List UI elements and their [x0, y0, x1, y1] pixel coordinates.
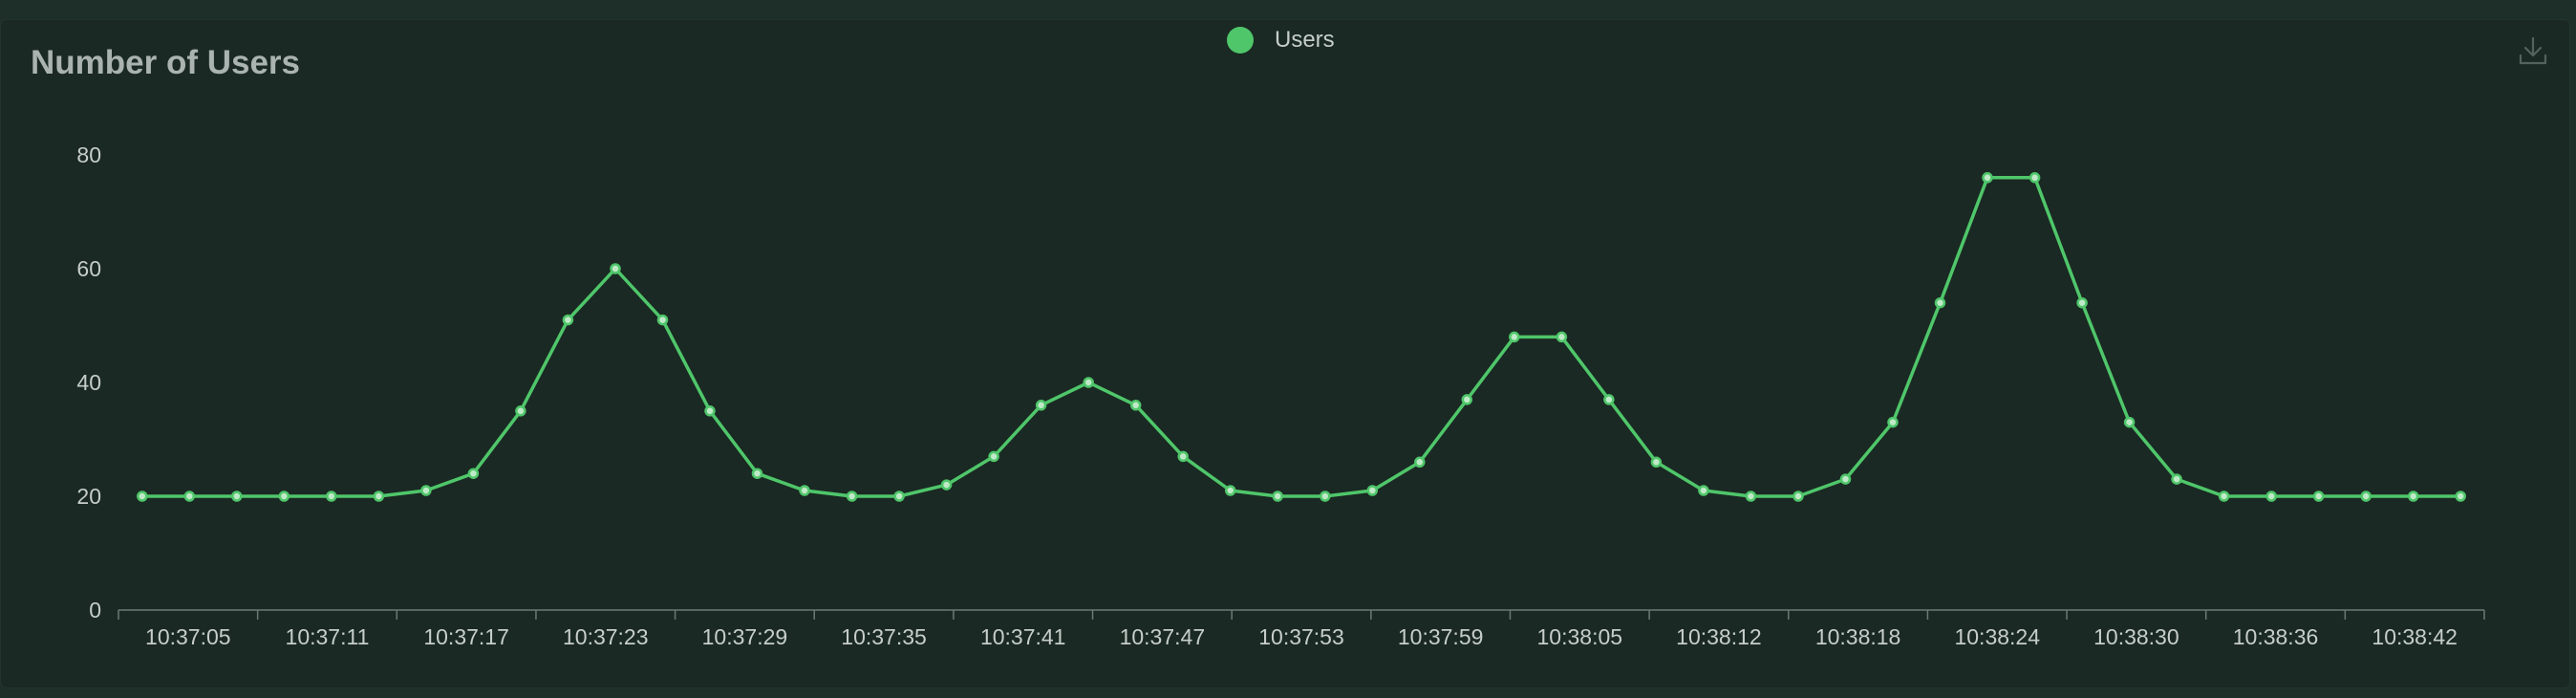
data-point: [1224, 485, 1236, 496]
data-point: [846, 491, 858, 502]
y-tick-label: 40: [76, 370, 101, 395]
data-point: [1792, 491, 1804, 502]
data-point: [1366, 485, 1379, 496]
data-point: [562, 314, 574, 326]
data-point: [940, 479, 953, 491]
data-point: [2029, 172, 2041, 184]
data-point: [2076, 296, 2088, 309]
data-point: [2218, 491, 2230, 502]
x-tick-label: 10:38:18: [1815, 624, 1901, 649]
x-tick-label: 10:37:41: [980, 624, 1066, 649]
data-point: [1934, 296, 1946, 309]
data-point: [137, 491, 148, 502]
data-point: [326, 491, 337, 502]
data-point: [1839, 473, 1852, 485]
data-point: [1083, 377, 1094, 388]
data-point: [1698, 485, 1709, 496]
x-tick-label: 10:38:36: [2233, 624, 2319, 649]
y-tick-label: 0: [89, 598, 101, 622]
data-point: [1177, 450, 1189, 463]
data-point: [1650, 456, 1663, 469]
x-tick-label: 10:37:23: [563, 624, 649, 649]
data-point: [1509, 331, 1520, 343]
data-point: [1556, 331, 1568, 343]
x-tick-label: 10:38:24: [1954, 624, 2040, 649]
chart-panel: [0, 19, 2570, 688]
x-tick-label: 10:37:35: [841, 624, 927, 649]
x-tick-label: 10:37:05: [145, 624, 231, 649]
data-point: [1272, 491, 1283, 502]
x-tick-label: 10:37:29: [702, 624, 788, 649]
data-point: [1035, 400, 1047, 411]
x-tick-label: 10:37:11: [286, 624, 370, 649]
legend-label: Users: [1275, 27, 1335, 53]
data-point: [2312, 491, 2325, 502]
chart-title: Number of Users: [31, 44, 301, 81]
legend-item-users[interactable]: Users: [1227, 27, 1335, 54]
data-point: [751, 468, 763, 479]
y-tick-label: 80: [76, 142, 101, 167]
data-point: [420, 485, 432, 496]
data-point: [2407, 491, 2419, 502]
series-line-users: [141, 176, 2461, 498]
legend-swatch: [1227, 27, 1254, 54]
data-point: [799, 485, 810, 496]
data-point: [2265, 491, 2277, 502]
data-point: [231, 491, 243, 502]
y-tick-label: 20: [76, 484, 101, 509]
data-point: [1414, 456, 1426, 469]
x-tick-label: 10:37:53: [1258, 624, 1344, 649]
data-point: [183, 491, 196, 502]
data-point: [1603, 394, 1615, 405]
data-point: [1129, 400, 1142, 411]
data-point: [2123, 416, 2136, 428]
data-point: [278, 491, 290, 502]
data-point: [1461, 394, 1473, 405]
download-icon[interactable]: [2517, 34, 2549, 67]
data-point: [1887, 416, 1899, 428]
data-point: [2171, 473, 2182, 485]
data-point: [467, 468, 480, 479]
data-point: [893, 491, 905, 502]
x-tick-label: 10:38:30: [2093, 624, 2179, 649]
data-point: [704, 405, 716, 417]
data-point: [515, 405, 526, 417]
data-point: [373, 491, 385, 502]
data-point: [2360, 491, 2372, 502]
data-point: [1982, 172, 1993, 184]
data-point: [656, 314, 669, 326]
y-tick-label: 60: [76, 256, 101, 281]
x-tick-label: 10:37:47: [1120, 624, 1206, 649]
x-tick-label: 10:38:42: [2372, 624, 2458, 649]
data-point: [1745, 491, 1757, 502]
data-point: [610, 263, 621, 274]
data-point: [1320, 491, 1331, 502]
x-tick-label: 10:38:12: [1676, 624, 1762, 649]
data-point: [988, 450, 999, 463]
x-tick-label: 10:37:17: [423, 624, 509, 649]
x-tick-label: 10:37:59: [1398, 624, 1484, 649]
data-point: [2455, 491, 2466, 502]
x-tick-label: 10:38:05: [1537, 624, 1623, 649]
